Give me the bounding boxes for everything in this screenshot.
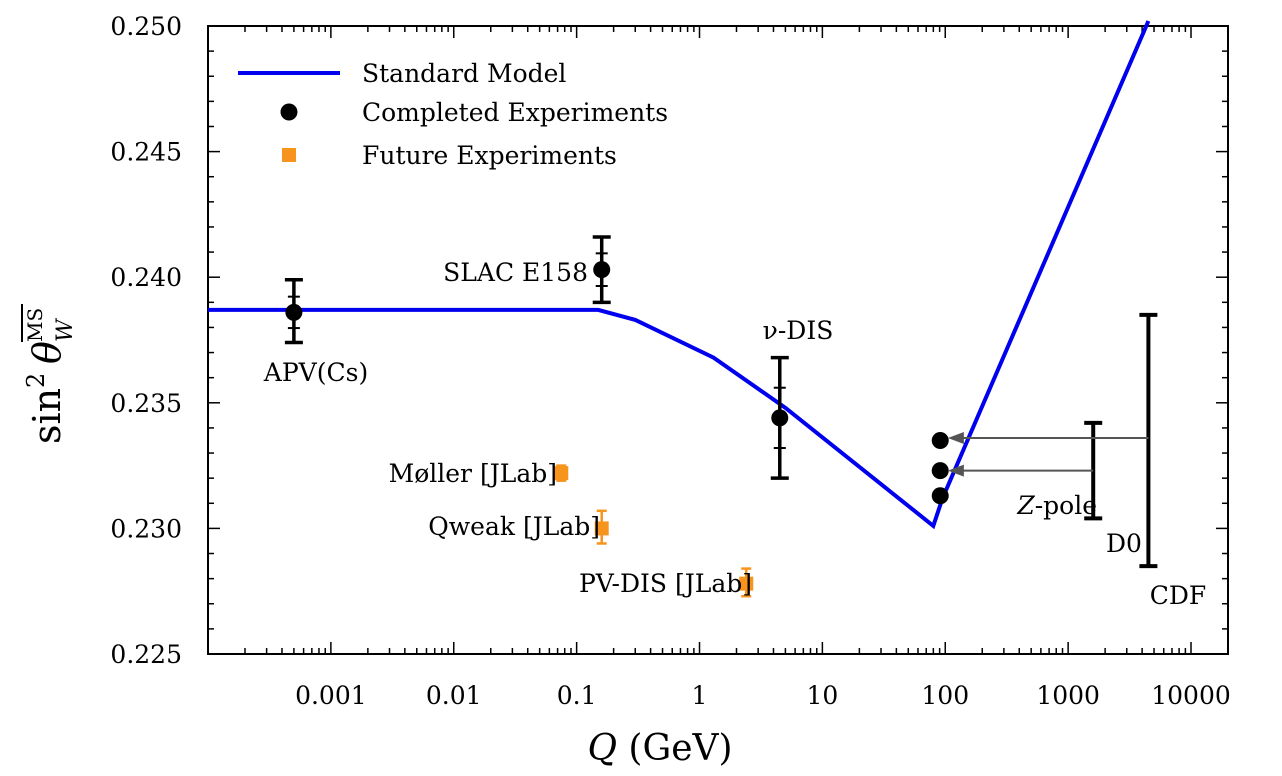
legend-label: Standard Model (362, 59, 566, 88)
completed-point (771, 409, 789, 427)
annotation-label: ν-DIS (763, 316, 834, 345)
x-tick-label: 10 (806, 681, 838, 710)
x-tick-label: 1000 (1036, 681, 1100, 710)
completed-point (931, 431, 949, 449)
legend-square-swatch (282, 148, 296, 162)
y-label-scheme: MS (23, 308, 47, 342)
y-label-power: 2 (22, 373, 50, 388)
z-pole-arrow (947, 431, 1149, 444)
arrow-head (947, 431, 964, 444)
completed-point (285, 303, 303, 321)
annotation-label: Qweak [JLab] (428, 512, 600, 541)
x-axis-label: Q (GeV) (587, 728, 732, 769)
annotation-italic-prefix: Z (1016, 491, 1035, 520)
annotation-label: APV(Cs) (263, 358, 368, 387)
future-point (739, 576, 754, 591)
y-tick-label: 0.240 (110, 263, 182, 292)
y-tick-label: 0.225 (110, 640, 182, 669)
annotation-label: D0 (1106, 529, 1142, 558)
completed-point (931, 462, 949, 480)
legend-entry: Future Experiments (282, 141, 617, 170)
y-label-theta: θ (25, 341, 69, 364)
y-tick-label: 0.235 (110, 389, 182, 418)
completed-point (931, 487, 949, 505)
y-tick-label: 0.250 (110, 12, 182, 41)
annotation-label: CDF (1150, 581, 1207, 610)
annotation-label: SLAC E158 (443, 258, 588, 287)
z-pole-arrow (947, 464, 1094, 477)
legend-entry: Completed Experiments (280, 98, 668, 127)
legend-label: Future Experiments (362, 141, 617, 170)
annotation-label: PV-DIS [JLab] (579, 569, 752, 598)
y-label-subscript: W (53, 317, 78, 342)
completed-point (593, 261, 611, 279)
y-tick-label: 0.245 (110, 138, 182, 167)
x-tick-label: 0.1 (557, 681, 597, 710)
x-tick-label: 0.001 (295, 681, 367, 710)
legend-label: Completed Experiments (362, 98, 668, 127)
x-tick-label: 1 (692, 681, 708, 710)
x-tick-label: 100 (921, 681, 969, 710)
x-axis-variable: Q (587, 728, 617, 769)
future-point (554, 466, 569, 481)
collider-error-bar (1139, 312, 1158, 569)
y-label-sin: sin (25, 388, 69, 444)
annotation-label: Z-pole (1016, 491, 1097, 520)
annotation-suffix: -pole (1035, 491, 1097, 520)
arrow-head (947, 464, 964, 477)
plot-frame (207, 25, 1229, 655)
legend-entry: Standard Model (238, 59, 566, 88)
annotation-label: Møller [JLab] (389, 459, 557, 488)
x-axis-unit: (GeV) (617, 728, 733, 769)
standard-model-curve (208, 20, 1151, 530)
x-tick-label: 0.01 (426, 681, 482, 710)
legend-dot-swatch (280, 103, 298, 121)
y-tick-label: 0.230 (110, 514, 182, 543)
future-point (594, 521, 609, 536)
x-tick-label: 10000 (1151, 681, 1231, 710)
